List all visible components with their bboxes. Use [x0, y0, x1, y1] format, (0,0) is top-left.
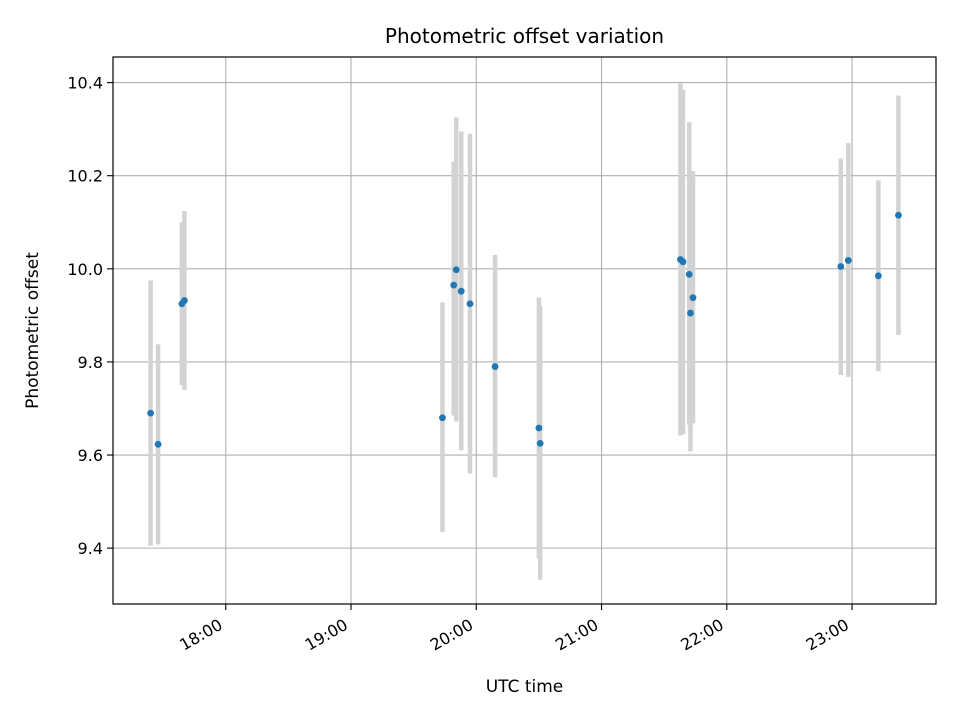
data-point — [679, 258, 687, 266]
y-tick-label: 9.4 — [78, 539, 103, 558]
data-point — [147, 409, 154, 417]
y-axis-label: Photometric offset — [23, 252, 43, 409]
data-point — [536, 439, 544, 447]
data-point — [895, 211, 902, 219]
data-point — [181, 297, 188, 304]
data-point — [685, 271, 693, 278]
y-tick-label: 9.6 — [78, 446, 103, 465]
data-point — [844, 257, 852, 264]
x-axis-label: UTC time — [486, 677, 564, 697]
y-tick-label: 10.4 — [67, 74, 103, 93]
y-tick-label: 9.8 — [78, 353, 103, 372]
plot-background — [113, 57, 936, 604]
data-points — [147, 211, 902, 448]
data-point — [837, 263, 845, 270]
data-point — [874, 272, 882, 280]
data-point — [439, 414, 446, 422]
data-point — [535, 424, 543, 432]
data-point — [457, 287, 465, 295]
y-axis-ticks: 9.4 9.6 9.8 10.0 10.2 10.4 — [67, 74, 113, 558]
data-point — [466, 300, 474, 308]
data-point — [450, 281, 458, 289]
data-point — [491, 363, 499, 370]
data-point — [689, 294, 697, 302]
chart-title: Photometric offset variation — [385, 24, 664, 48]
y-tick-label: 10.2 — [67, 167, 103, 186]
data-point — [452, 266, 460, 274]
grid — [113, 57, 936, 604]
data-point — [687, 309, 694, 317]
plot-frame — [112, 56, 937, 605]
data-point — [154, 440, 162, 448]
y-tick-label: 10.0 — [67, 260, 103, 279]
